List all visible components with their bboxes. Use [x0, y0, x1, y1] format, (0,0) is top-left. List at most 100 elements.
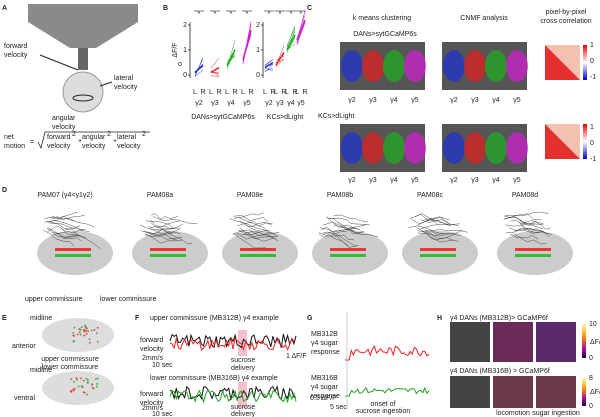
trace — [275, 52, 285, 66]
panel-label: G — [307, 315, 313, 322]
dot — [96, 377, 99, 380]
trace — [296, 19, 306, 41]
label: ventral — [14, 395, 35, 402]
neuron — [229, 218, 260, 232]
neuron — [236, 230, 270, 235]
label: anterior — [12, 343, 36, 350]
label: forward — [47, 134, 70, 141]
neuron — [47, 225, 81, 232]
label: angular — [82, 134, 106, 141]
label: 0.5 ΔF/F — [310, 395, 336, 402]
trace — [345, 386, 430, 397]
sqrt — [37, 131, 150, 150]
label: k means clustering — [353, 15, 411, 22]
neuron — [233, 215, 269, 223]
label: 0 — [590, 140, 594, 147]
dot — [87, 379, 89, 381]
label: 2mm/s — [142, 355, 164, 362]
neuron — [44, 215, 76, 222]
neuron — [424, 216, 459, 226]
label: γ5 — [411, 177, 419, 184]
label: net — [4, 134, 14, 141]
label: 0 — [256, 72, 260, 79]
label: γ4 — [227, 100, 235, 107]
label: PAM07 (γ4<γ1γ2) — [37, 192, 92, 199]
label: R — [232, 89, 237, 96]
cluster — [341, 132, 363, 164]
neuron — [318, 233, 349, 247]
dot — [96, 340, 99, 343]
cluster — [443, 132, 465, 164]
label: * — [214, 11, 217, 18]
label: 2 — [142, 131, 146, 138]
label: PAM08b — [327, 192, 353, 199]
dot — [86, 393, 89, 396]
dot — [83, 330, 86, 333]
neuron — [417, 216, 450, 226]
neuron — [51, 215, 85, 221]
commissure — [515, 254, 551, 257]
neuron — [232, 232, 271, 240]
label: velocity — [140, 400, 164, 407]
trace — [210, 57, 220, 69]
label: PAM08e — [237, 192, 263, 199]
dot — [80, 326, 83, 329]
label: 0 — [183, 72, 187, 79]
label: ΔF/F — [590, 339, 600, 346]
neuron — [513, 233, 547, 245]
brain — [37, 231, 113, 275]
label: γ3 — [471, 177, 479, 184]
label: γ4 sugar — [311, 340, 339, 347]
label: 1 ΔF/F — [286, 353, 307, 360]
label: sucrose ingestion — [356, 408, 411, 415]
colorbar — [582, 324, 586, 358]
label: MB316B — [311, 375, 338, 382]
dot — [78, 328, 81, 331]
trace — [194, 64, 204, 74]
dot — [85, 333, 88, 335]
trace — [169, 337, 297, 352]
dot — [91, 386, 94, 389]
label: 2 — [107, 131, 111, 138]
neuron — [150, 222, 181, 230]
label: 2 — [256, 22, 260, 29]
label: R — [302, 89, 307, 96]
label: 10 sec — [152, 411, 173, 417]
dot — [72, 340, 75, 343]
neuron — [233, 217, 273, 225]
label: γ2 — [348, 177, 356, 184]
label: γ3 — [369, 97, 377, 104]
neuron — [149, 221, 180, 229]
label: PAM08a — [147, 192, 173, 199]
dot — [70, 378, 73, 381]
neuron — [508, 227, 544, 234]
neuron — [328, 229, 365, 234]
neuron — [151, 213, 179, 220]
label: onset of — [371, 401, 396, 408]
neuron — [322, 221, 360, 230]
dot — [88, 338, 91, 340]
label: upper commissure (MB312B) γ4 example — [150, 315, 279, 322]
neuron — [144, 231, 181, 238]
label: γ4 DANs (MB316B) > GCaMP6f — [450, 368, 550, 375]
neuron — [47, 227, 82, 242]
dot — [82, 379, 85, 382]
neuron — [322, 227, 354, 234]
label: * — [246, 11, 249, 18]
commissure — [240, 254, 276, 257]
neuron — [426, 230, 463, 237]
label: 10 — [589, 321, 597, 328]
dot — [82, 391, 85, 394]
image — [450, 376, 490, 408]
label: γ4 — [492, 97, 500, 104]
label: γ2 — [265, 100, 273, 107]
dot — [76, 378, 79, 381]
neuron — [235, 212, 264, 219]
image — [493, 376, 533, 408]
cluster — [362, 132, 384, 164]
label: * — [268, 11, 271, 18]
neuron — [141, 230, 173, 237]
neuron — [410, 218, 451, 225]
cluster — [383, 50, 405, 82]
